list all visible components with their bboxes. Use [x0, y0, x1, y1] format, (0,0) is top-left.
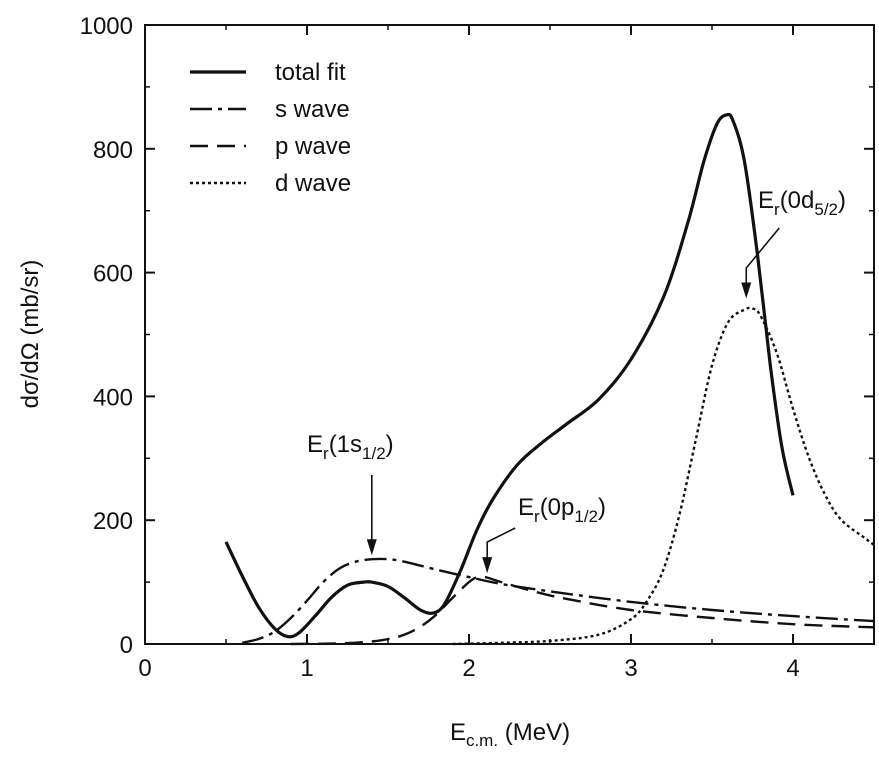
x-tick-label: 4 [786, 655, 799, 682]
legend-label: s wave [275, 96, 350, 123]
legend-label: total fit [275, 59, 346, 86]
plot-frame [144, 24, 875, 645]
y-tick-label: 600 [93, 261, 133, 288]
annotation-arrow-line [745, 227, 780, 285]
y-tick-label: 1000 [80, 13, 133, 40]
series-line-s-wave [241, 557, 875, 644]
series-line-total-fit [224, 112, 795, 639]
x-tick-label: 0 [138, 655, 151, 682]
y-tick-label: 400 [93, 384, 133, 411]
annotations: Er(1s1/2) Er(0p1/2) Er(0d5/2) [307, 187, 846, 574]
series-line-p-wave [290, 575, 875, 646]
series-line-d-wave [452, 306, 875, 646]
x-tick-label: 2 [462, 655, 475, 682]
y-tick-label: 800 [93, 137, 133, 164]
x-axis-title-main: E [450, 719, 466, 746]
annotation-arrow-head [482, 557, 493, 574]
y-tick-label: 200 [93, 508, 133, 535]
series-layer [224, 112, 875, 646]
x-axis-title: Ec.m. (MeV) [450, 719, 570, 750]
x-tick-label: 3 [624, 655, 637, 682]
tick-labels: 0 1 2 3 4 0 200 400 600 800 1000 [80, 13, 800, 682]
x-tick-label: 1 [300, 655, 313, 682]
legend-label: p wave [275, 133, 351, 160]
x-axis-title-rest: (MeV) [498, 719, 570, 746]
y-tick-label: 0 [120, 632, 133, 659]
annotation-label: Er(0p1/2) [518, 494, 606, 526]
x-axis-title-sub: c.m. [466, 731, 498, 750]
annotation-label: Er(1s1/2) [307, 431, 394, 463]
annotation-arrow-line [486, 527, 516, 560]
y-axis-title: dσ/dΩ (mb/sr) [17, 260, 44, 409]
annotation-label: Er(0d5/2) [758, 187, 846, 219]
annotation-arrow-head [366, 539, 377, 556]
legend-label: d wave [275, 170, 351, 197]
plot-area [144, 24, 875, 645]
legend: total fit s wave p wave d wave [190, 59, 351, 197]
annotation-arrow-head [741, 282, 752, 299]
axis-ticks [144, 24, 874, 645]
